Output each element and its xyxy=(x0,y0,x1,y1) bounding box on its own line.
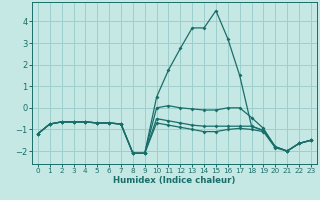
X-axis label: Humidex (Indice chaleur): Humidex (Indice chaleur) xyxy=(113,176,236,185)
